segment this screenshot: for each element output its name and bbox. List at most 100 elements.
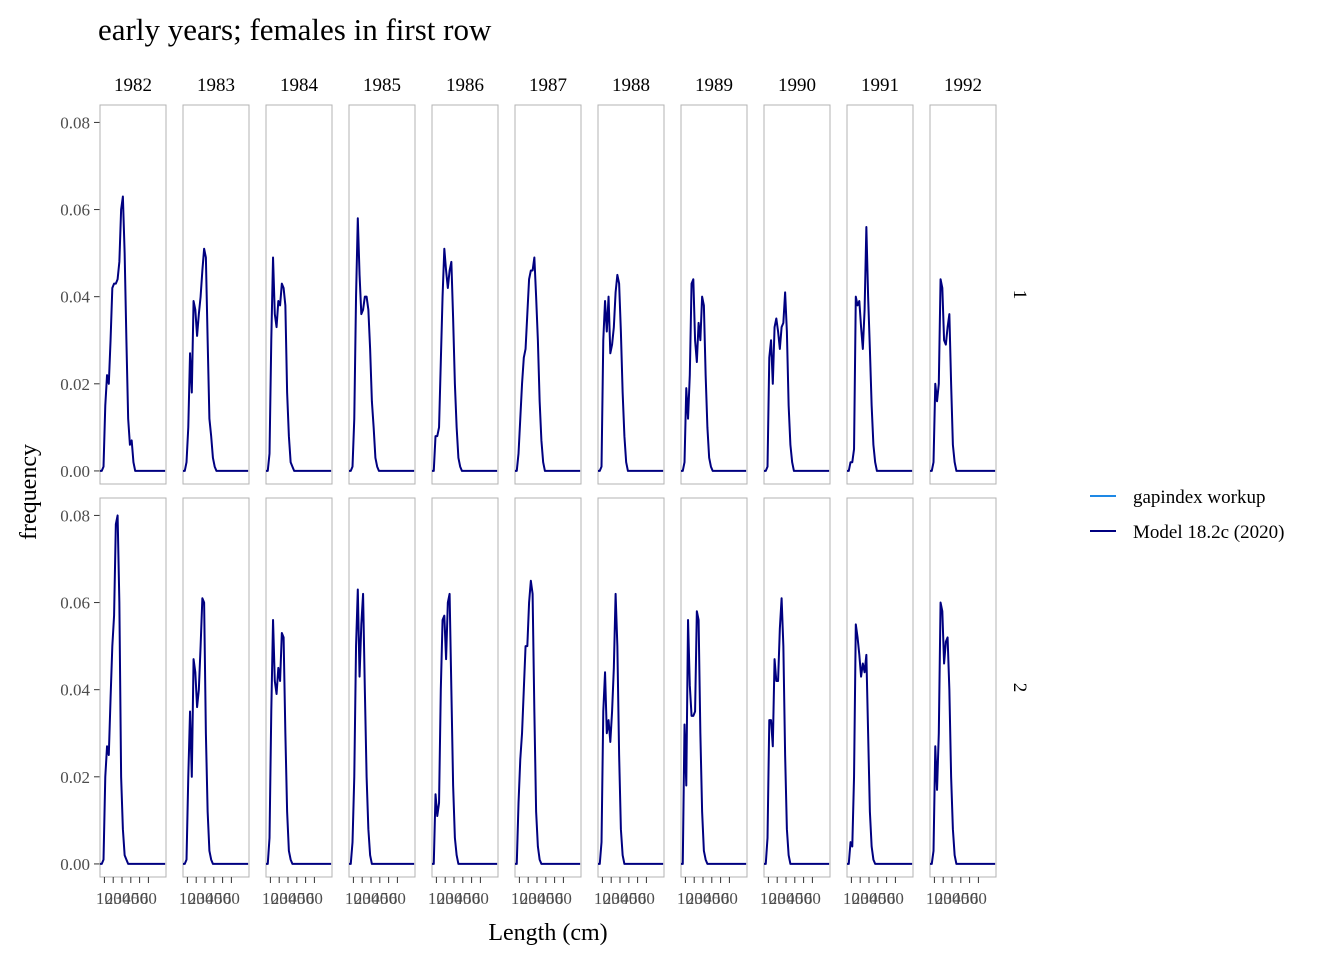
y-tick-label: 0.08 xyxy=(60,506,90,525)
facet-panel xyxy=(846,104,914,485)
x-tick-label: 50 xyxy=(380,889,397,908)
x-tick-label: 50 xyxy=(214,889,231,908)
x-tick-label: 10 xyxy=(511,889,528,908)
x-tick-label: 10 xyxy=(179,889,196,908)
series-line-1986-row1 xyxy=(432,247,498,472)
facet-panel xyxy=(514,497,582,878)
row-strip-label: 1 xyxy=(1009,290,1030,300)
series-line-1982-row1 xyxy=(100,195,166,472)
x-axis-label: Length (cm) xyxy=(488,920,607,946)
x-tick-label: 60 xyxy=(306,889,323,908)
x-tick-label: 30 xyxy=(529,889,546,908)
x-tick-label: 60 xyxy=(721,889,738,908)
column-strip-label: 1992 xyxy=(944,75,982,96)
facet-panel xyxy=(348,104,416,485)
series-line-1991-row1 xyxy=(847,225,913,472)
y-tick-label: 0.04 xyxy=(60,681,90,700)
facet-panel xyxy=(680,497,748,878)
column-strip-label: 1984 xyxy=(280,75,319,96)
x-tick-label: 30 xyxy=(861,889,878,908)
x-tick-label: 20 xyxy=(769,889,786,908)
series-line-1983-row1 xyxy=(183,247,249,472)
x-tick-label: 20 xyxy=(105,889,122,908)
series-line-1990-row1 xyxy=(764,291,830,472)
x-tick-label: 10 xyxy=(677,889,694,908)
column-strip-label: 1989 xyxy=(695,75,733,96)
x-tick-label: 10 xyxy=(926,889,943,908)
y-tick-label: 0.02 xyxy=(60,375,90,394)
x-tick-label: 30 xyxy=(695,889,712,908)
x-tick-label: 50 xyxy=(629,889,646,908)
series-line-1989-row1 xyxy=(681,278,747,472)
x-tick-label: 60 xyxy=(804,889,821,908)
facet-panel xyxy=(431,497,499,878)
y-tick-label: 0.02 xyxy=(60,768,90,787)
x-tick-label: 30 xyxy=(280,889,297,908)
facet-panel xyxy=(763,497,831,878)
facet-panel xyxy=(348,497,416,878)
facet-panel xyxy=(99,104,167,485)
x-tick-label: 20 xyxy=(852,889,869,908)
legend: gapindex workup Model 18.2c (2020) xyxy=(1090,487,1284,543)
x-tick-label: 50 xyxy=(297,889,314,908)
column-strip-label: 1991 xyxy=(861,75,899,96)
y-tick-label: 0.04 xyxy=(60,288,90,307)
series-line-1983-row2 xyxy=(183,597,249,865)
x-tick-label: 10 xyxy=(262,889,279,908)
x-tick-label: 30 xyxy=(363,889,380,908)
column-strip-label: 1990 xyxy=(778,75,816,96)
x-tick-label: 30 xyxy=(197,889,214,908)
facet-panel xyxy=(597,497,665,878)
series-line-1985-row1 xyxy=(349,217,415,472)
x-tick-label: 20 xyxy=(354,889,371,908)
series-line-1992-row2 xyxy=(930,601,996,865)
column-strip-label: 1986 xyxy=(446,75,484,96)
facet-panel xyxy=(846,497,914,878)
column-strip-label: 1983 xyxy=(197,75,235,96)
x-tick-label: 60 xyxy=(472,889,489,908)
series-line-1987-row1 xyxy=(515,256,581,472)
facet-panel xyxy=(182,104,250,485)
facet-panel xyxy=(514,104,582,485)
x-tick-label: 20 xyxy=(520,889,537,908)
series-line-1991-row2 xyxy=(847,623,913,865)
x-tick-label: 10 xyxy=(760,889,777,908)
y-tick-label: 0.00 xyxy=(60,855,90,874)
facet-panel xyxy=(929,104,997,485)
facet-panel xyxy=(182,497,250,878)
x-tick-label: 60 xyxy=(223,889,240,908)
x-tick-label: 60 xyxy=(555,889,572,908)
x-tick-label: 60 xyxy=(389,889,406,908)
facet-panel xyxy=(265,497,333,878)
x-tick-label: 20 xyxy=(271,889,288,908)
x-tick-label: 40 xyxy=(371,889,388,908)
x-tick-label: 40 xyxy=(454,889,471,908)
x-tick-label: 40 xyxy=(703,889,720,908)
y-axis-label: frequency xyxy=(16,444,42,540)
facet-panel xyxy=(597,104,665,485)
x-tick-label: 40 xyxy=(620,889,637,908)
x-tick-label: 30 xyxy=(612,889,629,908)
series-line-1992-row1 xyxy=(930,278,996,472)
facet-panel xyxy=(929,497,997,878)
facet-panel xyxy=(763,104,831,485)
facet-panel xyxy=(265,104,333,485)
series-line-1989-row2 xyxy=(681,610,747,865)
x-tick-label: 60 xyxy=(140,889,157,908)
x-tick-label: 30 xyxy=(778,889,795,908)
series-line-1987-row2 xyxy=(515,579,581,865)
x-tick-label: 30 xyxy=(114,889,131,908)
x-tick-label: 60 xyxy=(970,889,987,908)
facet-panel xyxy=(680,104,748,485)
x-tick-label: 60 xyxy=(638,889,655,908)
x-tick-label: 40 xyxy=(952,889,969,908)
x-tick-label: 50 xyxy=(546,889,563,908)
x-tick-label: 10 xyxy=(843,889,860,908)
x-tick-label: 40 xyxy=(869,889,886,908)
facet-panel xyxy=(99,497,167,878)
y-tick-label: 0.06 xyxy=(60,201,90,220)
legend-entry-label: Model 18.2c (2020) xyxy=(1133,522,1284,543)
chart-title: early years; females in first row xyxy=(98,12,492,47)
y-tick-label: 0.06 xyxy=(60,594,90,613)
